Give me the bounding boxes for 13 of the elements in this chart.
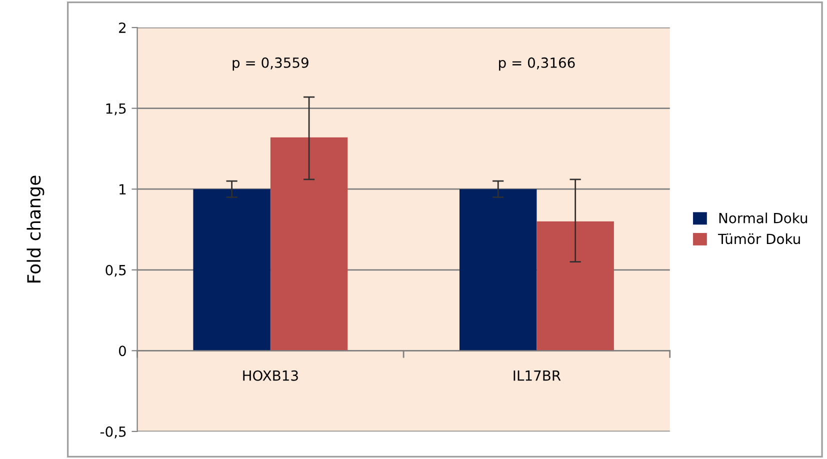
legend-label: Tümör Doku — [718, 233, 800, 244]
annotation: p = 0,3166 — [499, 57, 575, 71]
annotation: p = 0,3559 — [232, 57, 308, 71]
y-tick-label: 1,5 — [106, 103, 126, 116]
legend-label: Normal Doku — [719, 212, 808, 224]
y-tick-label: 0 — [118, 346, 126, 356]
y-tick-label: -0,5 — [100, 426, 126, 438]
y-tick-label: 1 — [120, 184, 126, 194]
x-tick-label: IL17BR — [514, 370, 561, 381]
x-tick-label: HOXB13 — [243, 370, 298, 381]
y-tick-label: 2 — [119, 22, 126, 33]
y-axis-title: Fold change — [26, 176, 44, 282]
y-tick-label: 0,5 — [106, 264, 126, 277]
